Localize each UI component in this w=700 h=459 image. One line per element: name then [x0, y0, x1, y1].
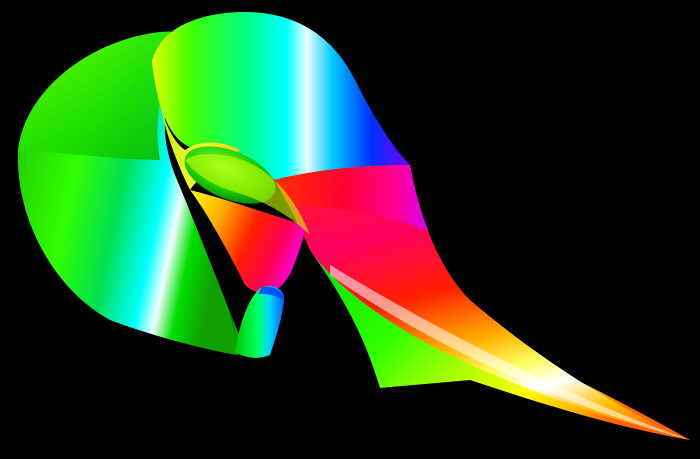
tail-sheet: [275, 165, 690, 440]
eye-rim: [185, 154, 310, 235]
inner-throat: [190, 190, 305, 294]
stem-blue-edge: [258, 286, 284, 300]
shadow-gap: [205, 210, 238, 345]
lower-stem: [235, 286, 285, 358]
tail-top-band: [275, 165, 428, 230]
upper-arch-sheet: [152, 12, 410, 180]
